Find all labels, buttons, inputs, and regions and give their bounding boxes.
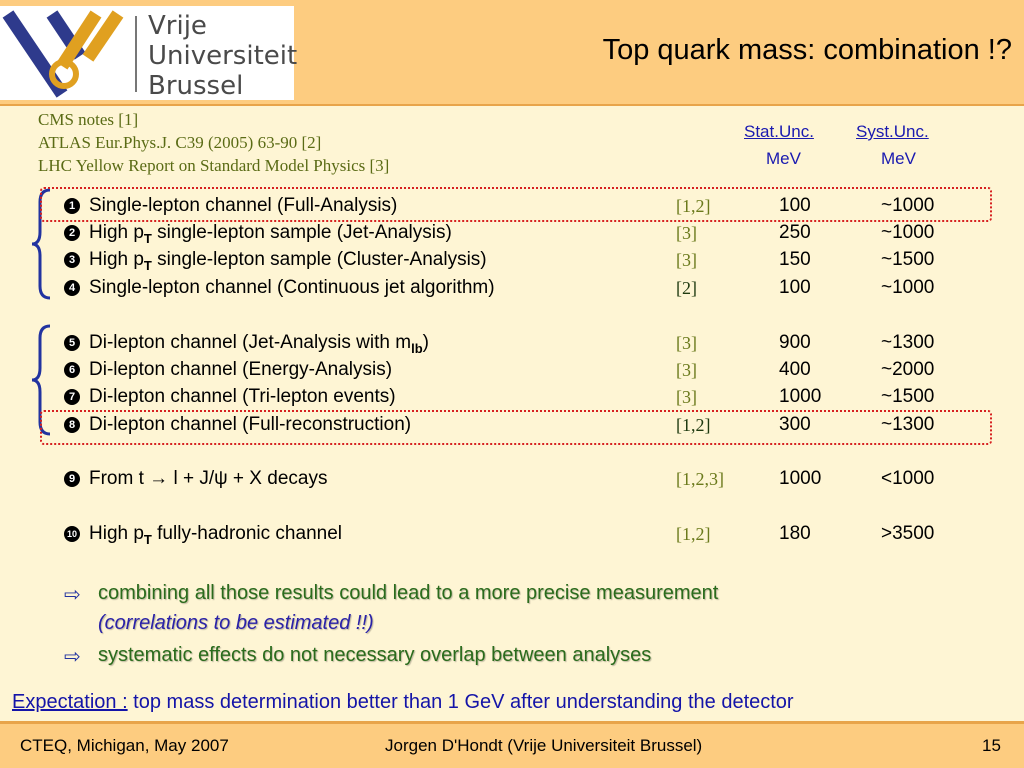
expectation-text: top mass determination better than 1 GeV… [127,691,794,713]
row-stat-unc: 900 [779,332,811,353]
footer-event: CTEQ, Michigan, May 2007 [20,736,229,755]
row-syst-unc: ~1500 [881,386,935,407]
row-syst-unc: <1000 [881,468,935,489]
row-reference: [1,2] [676,524,711,544]
table-row: 2 High pT single-lepton sample (Jet-Anal… [0,222,1024,248]
row-reference: [3] [676,223,697,243]
slide-title: Top quark mass: combination !? [602,34,1012,66]
highlight-box-row-1 [40,187,992,222]
logo-word-1: Vrije [148,11,207,41]
row-syst-unc: ~1000 [881,277,935,298]
reference-atlas: ATLAS Eur.Phys.J. C39 (2005) 63-90 [2] [38,133,322,152]
logo-word-3: Brussel [148,71,244,101]
row-description: High pT single-lepton sample (Cluster-An… [89,249,487,273]
table-row: 5 Di-lepton channel (Jet-Analysis with m… [0,332,1024,358]
row-reference: [3] [676,333,697,353]
vub-emblem-icon [2,10,124,98]
bullet-text-continuation: (correlations to be estimated !!) [98,612,374,634]
vub-logo: Vrije Universiteit Brussel [0,6,298,101]
row-reference: [3] [676,250,697,270]
row-description: High pT single-lepton sample (Jet-Analys… [89,222,452,246]
row-syst-unc: ~1500 [881,249,935,270]
row-reference: [1,2,3] [676,469,724,489]
row-reference: [1,2] [676,415,711,435]
stat-unc-header[interactable]: Stat.Unc. [744,122,814,141]
page-number: 15 [982,736,1001,755]
row-stat-unc: 100 [779,195,811,216]
row-syst-unc: ~2000 [881,359,935,380]
row-number: 9 [64,471,80,487]
expectation-line: Expectation : top mass determination bet… [12,691,794,714]
row-description: From t → l + J/ψ + X decays [89,468,328,489]
table-row: 10 High pT fully-hadronic channel [1,2] … [0,523,1024,549]
row-reference: [2] [676,278,697,298]
arrow-right-icon: ⇨ [64,646,81,668]
row-syst-unc: ~1000 [881,222,935,243]
logo-word-2: Universiteit [148,41,298,71]
row-stat-unc: 150 [779,249,811,270]
syst-unc-header[interactable]: Syst.Unc. [856,122,929,141]
table-row: 4 Single-lepton channel (Continuous jet … [0,277,1024,303]
row-syst-unc: >3500 [881,523,935,544]
row-description: High pT fully-hadronic channel [89,523,342,547]
row-syst-unc: ~1000 [881,195,935,216]
row-number: 1 [64,198,80,214]
row-stat-unc: 1000 [779,386,822,407]
row-stat-unc: 1000 [779,468,822,489]
logo-separator [135,16,137,92]
highlight-box-row-8 [40,410,992,445]
table-row: 3 High pT single-lepton sample (Cluster-… [0,249,1024,275]
expectation-label: Expectation : [12,691,128,713]
row-number: 10 [64,526,80,542]
bullet-text: systematic effects do not necessary over… [98,644,652,666]
row-stat-unc: 180 [779,523,811,544]
row-reference: [3] [676,387,697,407]
header-divider [0,104,1024,106]
table-row: 9 From t → l + J/ψ + X decays [1,2,3] 10… [0,468,1024,494]
reference-lhc: LHC Yellow Report on Standard Model Phys… [38,156,390,175]
row-number: 5 [64,335,80,351]
row-stat-unc: 100 [779,277,811,298]
syst-unc-unit: MeV [881,149,916,168]
row-stat-unc: 300 [779,414,811,435]
row-description: Single-lepton channel (Full-Analysis) [89,195,398,216]
bullet-text: combining all those results could lead t… [98,582,719,604]
row-description: Single-lepton channel (Continuous jet al… [89,277,495,298]
row-number: 6 [64,362,80,378]
row-reference: [1,2] [676,196,711,216]
row-stat-unc: 250 [779,222,811,243]
row-number: 2 [64,225,80,241]
row-syst-unc: ~1300 [881,414,935,435]
slide-header: Vrije Universiteit Brussel Top quark mas… [0,0,1024,104]
row-description: Di-lepton channel (Jet-Analysis with mlb… [89,332,429,356]
row-syst-unc: ~1300 [881,332,935,353]
row-description: Di-lepton channel (Full-reconstruction) [89,414,412,435]
slide-footer: CTEQ, Michigan, May 2007 Jorgen D'Hondt … [0,724,1024,768]
row-description: Di-lepton channel (Energy-Analysis) [89,359,393,380]
reference-cms: CMS notes [1] [38,110,139,129]
arrow-right-icon: ⇨ [64,584,81,606]
row-number: 8 [64,417,80,433]
table-row: 7 Di-lepton channel (Tri-lepton events) … [0,386,1024,412]
table-row: 6 Di-lepton channel (Energy-Analysis) [3… [0,359,1024,385]
stat-unc-unit: MeV [766,149,801,168]
row-stat-unc: 400 [779,359,811,380]
row-reference: [3] [676,360,697,380]
footer-divider [0,721,1024,724]
row-number: 3 [64,252,80,268]
footer-author: Jorgen D'Hondt (Vrije Universiteit Bruss… [385,736,703,755]
table-row: 8 Di-lepton channel (Full-reconstruction… [0,414,1024,440]
row-description: Di-lepton channel (Tri-lepton events) [89,386,396,407]
row-number: 7 [64,389,80,405]
table-row: 1 Single-lepton channel (Full-Analysis) … [0,195,1024,221]
row-number: 4 [64,280,80,296]
